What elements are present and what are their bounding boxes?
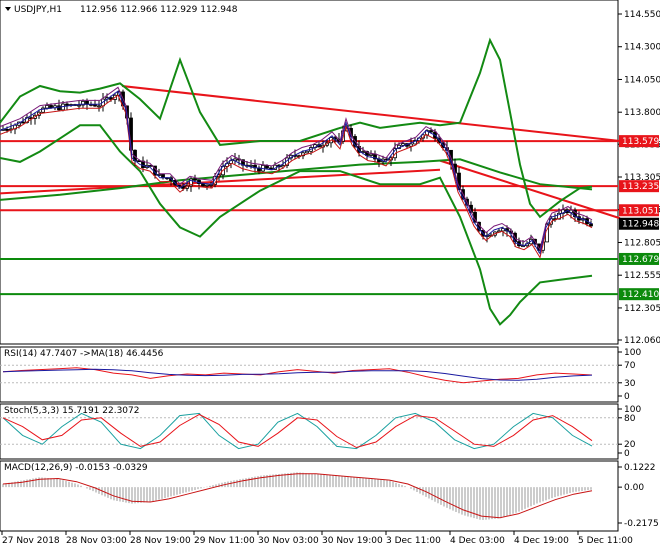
candle-body xyxy=(369,153,373,156)
stoch-tick-label: 80 xyxy=(624,414,636,424)
level-labels: 113.579 113.235 113.051 112.679 112.410 112.9… xyxy=(619,135,659,301)
stoch-tick-label: 20 xyxy=(624,440,636,450)
time-tick-label: 30 Nov 19:00 xyxy=(322,536,383,546)
dropdown-triangle-icon[interactable] xyxy=(5,7,11,11)
macd-tick-label: 0.00 xyxy=(624,483,644,493)
time-tick-label: 5 Dec 11:00 xyxy=(578,536,633,546)
candle-body xyxy=(201,183,205,187)
candle-body xyxy=(77,104,81,107)
ohlc-values: 112.956 112.966 112.929 112.948 xyxy=(80,5,238,15)
candle-body xyxy=(41,107,45,113)
macd-pane[interactable] xyxy=(0,460,619,532)
candle-body xyxy=(57,105,61,111)
price-tick-label: 114.050 xyxy=(624,75,660,85)
price-tick-label: 112.805 xyxy=(624,238,660,248)
price-tick-label: 112.060 xyxy=(624,336,660,346)
candle-body xyxy=(429,130,433,133)
stoch-pane[interactable] xyxy=(0,403,619,460)
stoch-signal-line xyxy=(2,413,593,449)
candle-body xyxy=(93,104,97,107)
price-tick-label: 114.550 xyxy=(624,10,660,20)
macd-tick-label: -0.2175 xyxy=(624,519,659,529)
time-tick-label: 28 Nov 19:00 xyxy=(130,536,191,546)
candle-body xyxy=(249,164,253,167)
level-label-text: 112.410 xyxy=(622,290,659,300)
macd-layer: 0.1222 0.00 -0.2175 xyxy=(2,463,659,529)
macd-signal-line xyxy=(2,473,593,519)
trendline-2[interactable] xyxy=(439,159,621,220)
candle-body xyxy=(109,97,113,100)
symbol-label: USDJPY,H1 xyxy=(14,5,62,15)
candle-body xyxy=(21,121,25,124)
rsi-pane[interactable] xyxy=(0,346,619,403)
candle-body xyxy=(205,184,209,187)
ma-fast-3 xyxy=(0,90,593,255)
moving-average-slow xyxy=(0,158,593,201)
ma-fast-2 xyxy=(0,94,593,259)
level-label-box xyxy=(619,204,659,217)
price-tick-label: 112.555 xyxy=(624,271,660,281)
ma-fast-1 xyxy=(0,86,593,252)
time-tick-label: 29 Nov 11:00 xyxy=(194,536,255,546)
time-tick-label: 27 Nov 2018 xyxy=(2,536,60,546)
rsi-label: RSI(14) 47.7407 ->MA(18) 46.4456 xyxy=(4,349,164,359)
stoch-tick-label: 0 xyxy=(624,449,630,459)
level-label-text: 112.679 xyxy=(622,255,659,265)
price-tick-label: 113.305 xyxy=(624,173,660,183)
candle-body xyxy=(189,178,193,187)
bollinger-upper xyxy=(0,37,593,219)
candle-body xyxy=(557,212,561,220)
time-tick-label: 4 Dec 19:00 xyxy=(514,536,569,546)
candle-body xyxy=(45,105,49,109)
candle-body xyxy=(193,178,197,181)
rsi-tick-label: 30 xyxy=(624,379,636,389)
candle-body xyxy=(97,105,101,108)
candle-body xyxy=(5,129,9,131)
rsi-tick-label: 0 xyxy=(624,392,630,402)
rsi-layer: 100 70 30 0 xyxy=(0,348,641,402)
level-label-text: 113.051 xyxy=(622,206,659,216)
candle-body xyxy=(589,223,593,227)
level-label-box xyxy=(619,288,659,301)
candle-body xyxy=(409,143,413,147)
stoch-label: Stoch(5,3,3) 15.7191 22.3072 xyxy=(4,406,139,416)
candle-body xyxy=(401,143,405,146)
candle-body xyxy=(81,100,85,106)
main-chart-layer xyxy=(0,37,621,326)
time-tick-label: 4 Dec 03:00 xyxy=(450,536,505,546)
level-label-box xyxy=(619,252,659,265)
stoch-main-line xyxy=(2,412,593,450)
macd-label: MACD(12,26,9) -0.0153 -0.0329 xyxy=(4,463,148,473)
trendline-1[interactable] xyxy=(121,85,621,142)
price-tick-label: 112.305 xyxy=(624,304,660,314)
rsi-tick-label: 70 xyxy=(624,361,636,371)
stoch-tick-label: 100 xyxy=(624,405,641,415)
time-tick-label: 28 Nov 03:00 xyxy=(66,536,127,546)
level-label-text: 113.235 xyxy=(622,182,659,192)
bollinger-lower xyxy=(0,124,593,326)
level-label-box xyxy=(619,180,659,193)
rsi-ma-line xyxy=(2,368,593,381)
price-tick-label: 113.800 xyxy=(624,108,660,118)
current-price-box xyxy=(619,217,659,230)
level-label-box xyxy=(619,135,659,148)
trendline-0[interactable] xyxy=(0,168,441,195)
candle-body xyxy=(305,150,309,154)
candle-body xyxy=(49,105,53,109)
level-label-text: 113.579 xyxy=(622,137,659,147)
time-tick-label: 30 Nov 03:00 xyxy=(258,536,319,546)
rsi-tick-label: 100 xyxy=(624,348,641,358)
time-axis: 27 Nov 2018 28 Nov 03:00 28 Nov 19:00 29 No… xyxy=(1,531,633,546)
candle-body xyxy=(65,103,69,106)
macd-tick-label: 0.1222 xyxy=(624,463,656,473)
price-tick-label: 114.300 xyxy=(624,43,660,53)
current-price-label: 112.948 xyxy=(622,220,659,230)
time-tick-label: 3 Dec 11:00 xyxy=(386,536,441,546)
